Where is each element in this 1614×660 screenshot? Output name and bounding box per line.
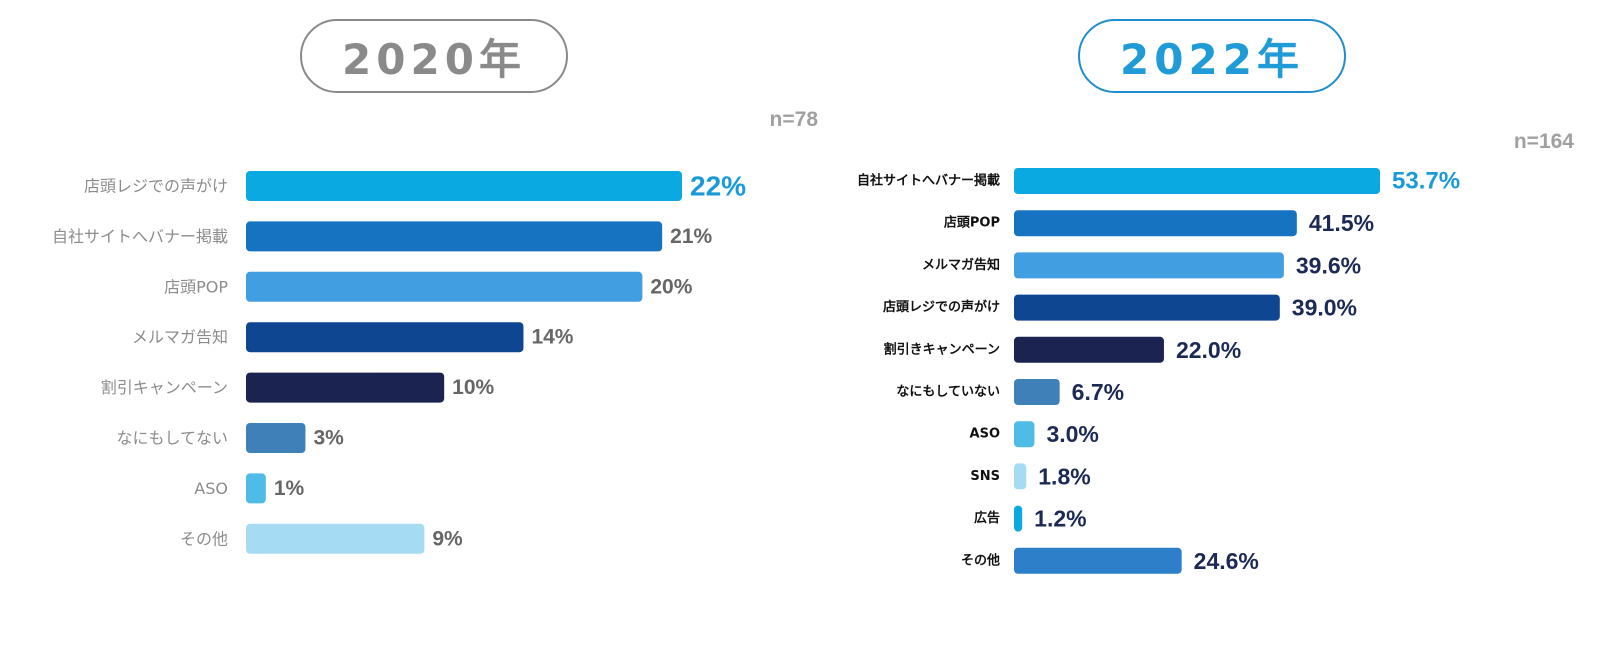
- bar-1-4: [1014, 336, 1164, 363]
- value-label-1-5: 6.7%: [1072, 379, 1124, 405]
- value-label-1-2: 39.6%: [1296, 252, 1361, 278]
- category-label-1-0: 自社サイトへバナー掲載: [857, 173, 1000, 189]
- category-label-1-4: 割引きキャンペーン: [884, 341, 1000, 357]
- value-label-1-4: 22.0%: [1176, 337, 1241, 363]
- category-label-0-3: メルマガ告知: [132, 328, 228, 347]
- category-label-0-4: 割引キャンペーン: [101, 378, 228, 397]
- category-label-1-3: 店頭レジでの声がけ: [883, 299, 1000, 315]
- value-label-1-3: 39.0%: [1292, 295, 1357, 321]
- category-label-1-8: 広告: [974, 510, 1000, 526]
- bar-1-7: [1014, 463, 1027, 490]
- bar-0-0: [246, 171, 682, 201]
- category-label-1-9: その他: [961, 552, 1000, 568]
- category-label-0-2: 店頭POP: [164, 277, 228, 296]
- category-label-0-7: その他: [180, 529, 228, 548]
- category-label-0-6: ASO: [194, 479, 228, 498]
- bar-chart-2022: 自社サイトへバナー掲載 53.7% 店頭POP 41.5% メルマガ告知 39.6% 店頭レ…: [857, 168, 1460, 574]
- sample-size-2022: n=164: [1513, 130, 1574, 153]
- value-label-0-2: 20%: [650, 275, 692, 298]
- category-label-1-1: 店頭POP: [944, 215, 1000, 231]
- category-label-0-5: なにもしてない: [116, 429, 228, 448]
- bar-0-2: [246, 271, 643, 302]
- sample-size-2020: n=78: [769, 108, 818, 131]
- value-label-1-8: 1.2%: [1034, 506, 1086, 532]
- value-label-1-7: 1.8%: [1038, 463, 1090, 489]
- category-label-1-2: メルマガ告知: [922, 257, 1000, 273]
- bar-0-1: [246, 221, 663, 252]
- value-label-0-1: 21%: [670, 225, 712, 248]
- value-label-0-6: 1%: [274, 477, 305, 500]
- bar-0-6: [246, 473, 266, 504]
- bar-1-9: [1014, 547, 1182, 574]
- value-label-1-0: 53.7%: [1392, 168, 1460, 195]
- value-label-0-4: 10%: [452, 376, 494, 399]
- year-title-2020: 2020年: [300, 19, 568, 93]
- bar-1-0: [1014, 168, 1380, 194]
- bar-1-5: [1014, 379, 1060, 405]
- bar-1-1: [1014, 210, 1297, 237]
- category-label-1-6: ASO: [970, 427, 1000, 442]
- category-label-1-7: SNS: [970, 469, 1000, 484]
- value-label-0-3: 14%: [531, 326, 573, 349]
- year-title-2022: 2022年: [1078, 19, 1346, 93]
- value-label-1-6: 3.0%: [1046, 421, 1098, 447]
- category-label-0-1: 自社サイトへバナー掲載: [52, 227, 228, 246]
- value-label-1-1: 41.5%: [1309, 210, 1374, 236]
- bar-0-4: [246, 372, 445, 403]
- bar-0-3: [246, 322, 524, 353]
- value-label-0-7: 9%: [432, 527, 463, 550]
- bar-0-5: [246, 423, 306, 453]
- chart-2022-panel: 2022年 n=164 自社サイトへバナー掲載 53.7% 店頭POP 41.5% メル…: [830, 0, 1614, 660]
- bar-chart-2020: 店頭レジでの声がけ 22% 自社サイトへバナー掲載 21% 店頭POP 20% メルマガ告知…: [52, 171, 746, 554]
- value-label-0-5: 3%: [313, 427, 344, 450]
- bar-1-6: [1014, 421, 1035, 448]
- bar-1-8: [1014, 505, 1023, 532]
- value-label-1-9: 24.6%: [1194, 548, 1259, 574]
- chart-2020-panel: 2020年 n=78 店頭レジでの声がけ 22% 自社サイトへバナー掲載 21% 店頭P…: [52, 19, 818, 554]
- bar-0-7: [246, 523, 425, 554]
- value-label-0-0: 22%: [690, 171, 746, 202]
- bar-1-3: [1014, 294, 1280, 321]
- category-label-1-5: なにもしていない: [896, 385, 1000, 400]
- category-label-0-0: 店頭レジでの声がけ: [84, 177, 228, 196]
- bar-1-2: [1014, 252, 1284, 279]
